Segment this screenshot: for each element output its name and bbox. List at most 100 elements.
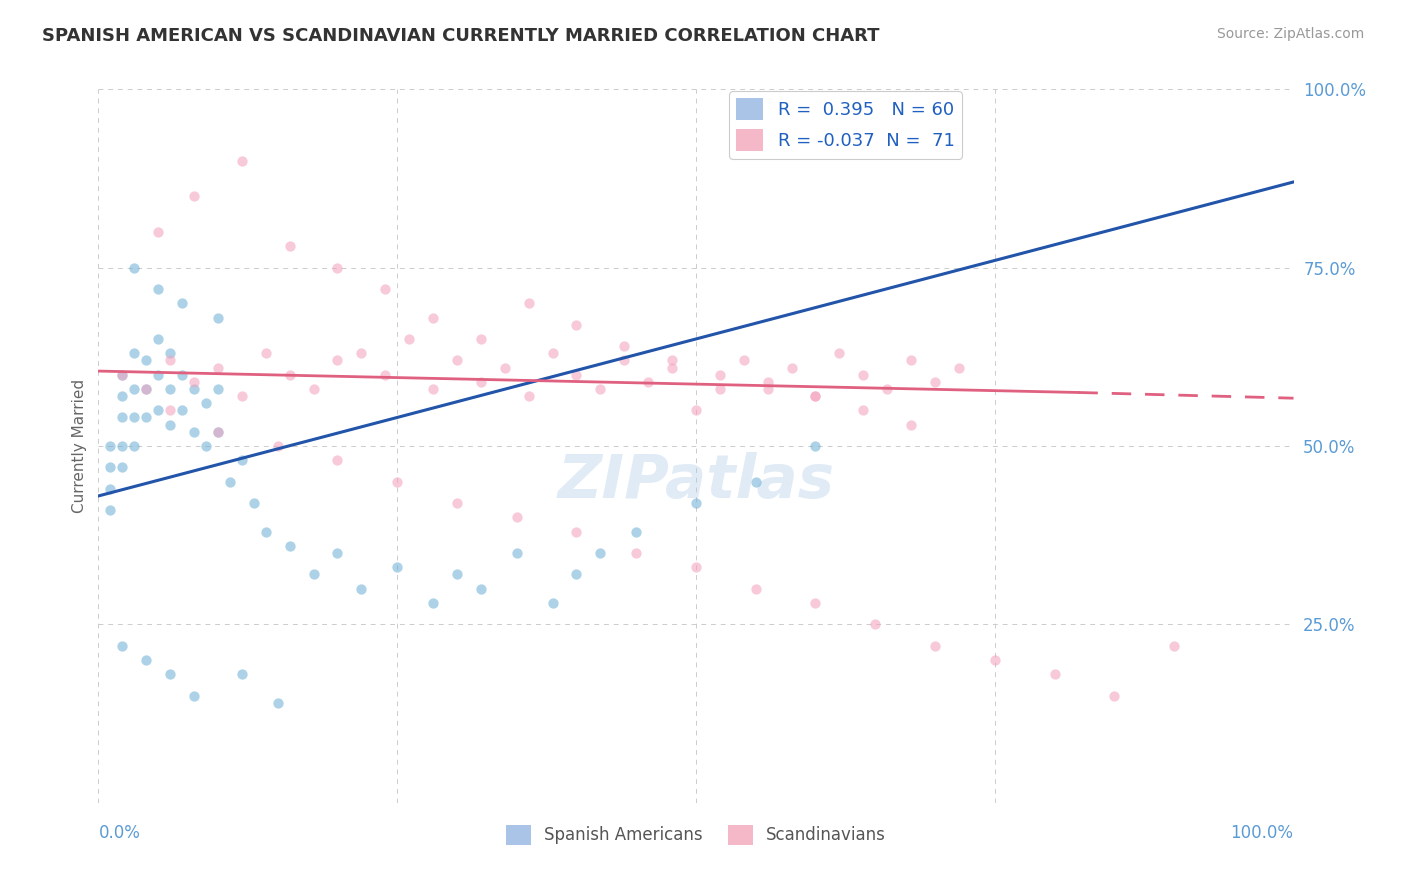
Point: [148, 368, 170, 382]
Point: [804, 439, 827, 453]
Point: [207, 310, 229, 325]
Point: [135, 653, 157, 667]
Text: ZIPatlas: ZIPatlas: [557, 452, 835, 511]
Point: [685, 403, 707, 417]
Point: [207, 360, 229, 375]
Point: [159, 382, 181, 396]
Point: [900, 417, 922, 432]
Point: [613, 353, 636, 368]
Point: [626, 546, 648, 560]
Point: [159, 417, 181, 432]
Point: [517, 296, 540, 310]
Point: [446, 353, 468, 368]
Point: [111, 368, 134, 382]
Point: [243, 496, 266, 510]
Point: [565, 524, 588, 539]
Point: [135, 353, 157, 368]
Point: [195, 439, 218, 453]
Point: [756, 375, 779, 389]
Point: [183, 689, 205, 703]
Point: [124, 439, 146, 453]
Point: [470, 375, 492, 389]
Text: 0.0%: 0.0%: [98, 824, 141, 842]
Point: [865, 617, 887, 632]
Point: [183, 375, 205, 389]
Point: [326, 353, 349, 368]
Point: [159, 667, 181, 681]
Legend: Spanish Americans, Scandinavians: Spanish Americans, Scandinavians: [499, 818, 893, 852]
Point: [756, 382, 779, 396]
Point: [98, 482, 122, 496]
Point: [613, 339, 636, 353]
Point: [900, 353, 922, 368]
Point: [565, 567, 588, 582]
Point: [494, 360, 516, 375]
Point: [828, 346, 851, 360]
Point: [446, 567, 468, 582]
Point: [470, 582, 492, 596]
Point: [183, 425, 205, 439]
Point: [135, 410, 157, 425]
Point: [506, 546, 529, 560]
Point: [278, 368, 301, 382]
Point: [231, 453, 253, 467]
Point: [159, 403, 181, 417]
Point: [302, 382, 325, 396]
Point: [350, 346, 373, 360]
Point: [195, 396, 218, 410]
Point: [207, 425, 229, 439]
Point: [924, 639, 946, 653]
Point: [709, 382, 731, 396]
Point: [148, 332, 170, 346]
Point: [183, 382, 205, 396]
Point: [565, 368, 588, 382]
Point: [302, 567, 325, 582]
Point: [517, 389, 540, 403]
Point: [172, 368, 194, 382]
Point: [374, 282, 396, 296]
Point: [1104, 689, 1126, 703]
Point: [852, 368, 875, 382]
Point: [326, 260, 349, 275]
Y-axis label: Currently Married: Currently Married: [72, 379, 87, 513]
Point: [422, 596, 444, 610]
Point: [278, 239, 301, 253]
Point: [98, 460, 122, 475]
Point: [984, 653, 1007, 667]
Point: [111, 439, 134, 453]
Point: [219, 475, 242, 489]
Point: [159, 346, 181, 360]
Point: [159, 353, 181, 368]
Point: [541, 596, 564, 610]
Point: [124, 410, 146, 425]
Point: [1163, 639, 1185, 653]
Point: [98, 503, 122, 517]
Point: [733, 353, 755, 368]
Point: [124, 382, 146, 396]
Point: [745, 582, 768, 596]
Point: [231, 389, 253, 403]
Point: [661, 353, 683, 368]
Point: [804, 596, 827, 610]
Point: [422, 382, 444, 396]
Point: [231, 667, 253, 681]
Point: [948, 360, 970, 375]
Point: [148, 225, 170, 239]
Point: [111, 368, 134, 382]
Point: [422, 310, 444, 325]
Point: [804, 389, 827, 403]
Point: [1043, 667, 1066, 681]
Point: [470, 332, 492, 346]
Point: [709, 368, 731, 382]
Point: [254, 346, 277, 360]
Point: [172, 296, 194, 310]
Point: [626, 524, 648, 539]
Text: Source: ZipAtlas.com: Source: ZipAtlas.com: [1216, 27, 1364, 41]
Point: [124, 260, 146, 275]
Point: [98, 439, 122, 453]
Point: [780, 360, 803, 375]
Point: [326, 546, 349, 560]
Point: [541, 346, 564, 360]
Point: [148, 282, 170, 296]
Point: [565, 318, 588, 332]
